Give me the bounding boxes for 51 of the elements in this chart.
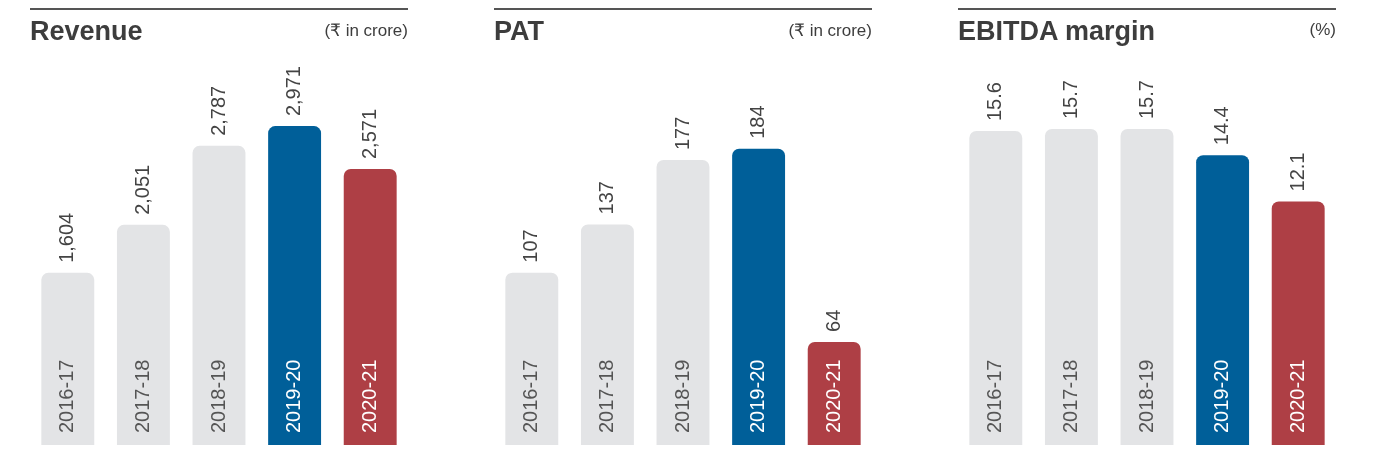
data-label: 1,604 [55, 212, 78, 263]
chart-title: EBITDA margin [958, 16, 1156, 47]
x-tick-label: 2020-21 [1285, 359, 1308, 433]
bar [192, 145, 246, 445]
x-tick-label: 2019-20 [1210, 359, 1233, 433]
bar [656, 160, 710, 445]
x-tick-label: 2018-19 [1134, 359, 1157, 433]
x-tick-label: 2017-18 [1058, 359, 1081, 433]
data-label: 2,971 [282, 66, 305, 117]
bar [116, 224, 170, 445]
x-tick-label: 2016-17 [55, 359, 78, 433]
x-tick-label: 2018-19 [206, 359, 229, 433]
data-label: 107 [519, 229, 542, 263]
x-tick-label: 2019-20 [282, 359, 305, 433]
bar [268, 126, 322, 445]
chart-title: Revenue [30, 16, 143, 47]
bar [1044, 129, 1098, 445]
x-tick-label: 2016-17 [519, 359, 542, 433]
data-label: 15.6 [983, 82, 1006, 122]
bar [580, 224, 634, 445]
x-tick-label: 2016-17 [983, 359, 1006, 433]
data-label: 64 [821, 309, 844, 332]
data-label: 184 [746, 105, 769, 139]
bar [807, 341, 861, 445]
bar [505, 272, 559, 445]
data-label: 2,787 [206, 85, 229, 136]
x-tick-label: 2017-18 [594, 359, 617, 433]
bar [732, 148, 786, 445]
data-label: 15.7 [1134, 80, 1157, 120]
x-tick-label: 2020-21 [821, 359, 844, 433]
bar [1120, 129, 1174, 445]
data-label: 2,571 [357, 108, 380, 160]
bar [1196, 155, 1250, 445]
x-tick-label: 2018-19 [670, 359, 693, 433]
bar [343, 169, 397, 445]
bar [1271, 201, 1325, 445]
data-label: 12.1 [1285, 152, 1308, 192]
chart-title: PAT [494, 16, 544, 47]
x-tick-label: 2019-20 [746, 359, 769, 433]
data-label: 15.7 [1058, 80, 1081, 120]
chart-subtitle: (₹ in crore) [324, 20, 408, 41]
data-label: 137 [594, 181, 617, 215]
chart-subtitle: (%) [1309, 19, 1336, 40]
data-label: 14.4 [1210, 106, 1233, 146]
x-tick-label: 2020-21 [357, 359, 380, 433]
data-label: 177 [670, 116, 693, 151]
x-tick-label: 2017-18 [130, 359, 153, 433]
bar [41, 272, 95, 445]
bar [969, 131, 1023, 445]
chart-subtitle: (₹ in crore) [788, 20, 872, 41]
data-label: 2,051 [130, 164, 153, 215]
